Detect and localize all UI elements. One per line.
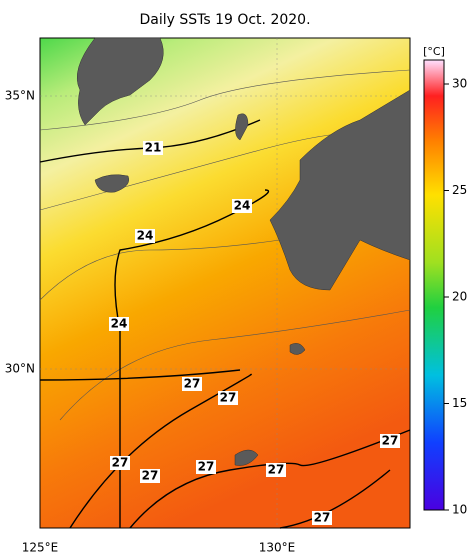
lon-label: 125°E — [22, 541, 59, 555]
contour-label: 24 — [111, 317, 128, 331]
islands — [234, 343, 306, 466]
isotherm — [114, 189, 270, 528]
contour-label: 27 — [198, 460, 215, 474]
lon-label: 130°E — [259, 541, 296, 555]
colorbar-ticks: 10 15 20 25 30 — [444, 77, 467, 517]
contour-label: 27 — [314, 511, 331, 525]
lat-label: 35°N — [5, 89, 35, 103]
kyushu — [269, 89, 411, 291]
contour-labels: 21 24 24 24 27 27 27 27 27 27 27 27 — [109, 141, 400, 525]
isotherm — [39, 369, 411, 529]
contour-label: 27 — [268, 463, 285, 477]
colorbar — [423, 59, 445, 511]
contour-label: 24 — [234, 199, 251, 213]
contour-label: 27 — [220, 391, 237, 405]
map-area — [39, 37, 411, 529]
colorbar-tick-label: 10 — [452, 503, 467, 517]
colorbar-tick-label: 30 — [452, 77, 467, 91]
lat-label: 30°N — [5, 362, 35, 376]
contour-label: 27 — [184, 377, 201, 391]
korea — [76, 37, 164, 126]
tsushima — [235, 113, 249, 141]
sea — [39, 37, 411, 529]
colorbar-unit: [°C] — [423, 45, 445, 58]
colorbar-tick-label: 20 — [452, 290, 467, 304]
isotherm-thin — [39, 69, 411, 421]
title: Daily SSTs 19 Oct. 2020. — [139, 12, 310, 28]
jeju — [94, 174, 129, 193]
contour-label: 24 — [137, 229, 154, 243]
colorbar-tick-label: 25 — [452, 183, 467, 197]
colorbar-tick-label: 15 — [452, 396, 467, 410]
contour-label: 21 — [145, 141, 162, 155]
contour-label: 27 — [112, 456, 129, 470]
contour-label: 27 — [382, 434, 399, 448]
contour-label: 27 — [142, 469, 159, 483]
